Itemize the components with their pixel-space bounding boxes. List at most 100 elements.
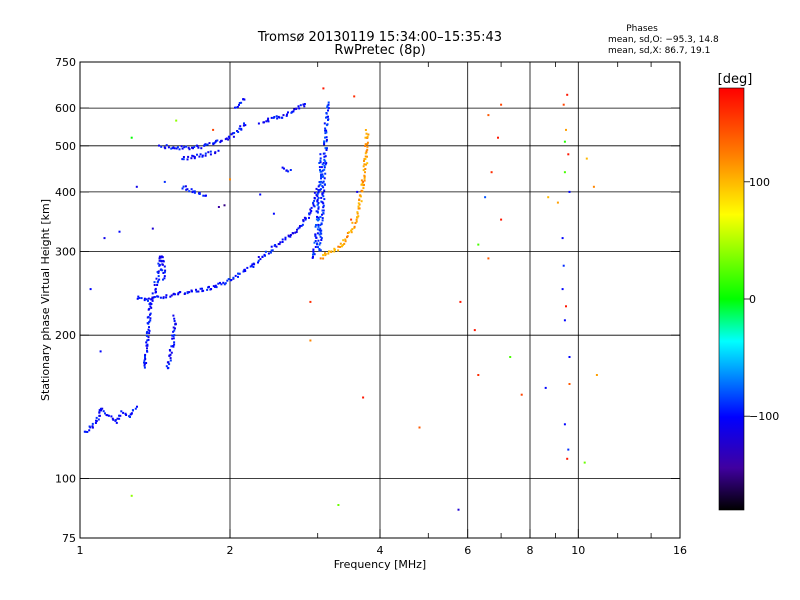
data-point [209,153,212,156]
data-point [353,95,356,98]
data-point [362,165,365,168]
data-point [322,180,325,183]
y-tick-label: 600 [55,102,76,115]
data-point [112,418,115,421]
data-point [343,242,346,245]
data-point [91,425,94,428]
x-tick-label: 4 [377,544,384,557]
data-point [187,146,190,149]
data-point [119,414,122,417]
data-point [192,147,194,150]
data-point [324,136,326,139]
data-point [253,263,256,266]
data-point [348,231,351,234]
data-point [318,233,321,236]
data-point [95,419,97,422]
data-point [315,194,318,196]
data-point [297,227,300,230]
data-point [272,212,275,215]
data-point [322,175,325,178]
data-point [156,271,159,273]
data-point [344,238,347,241]
data-point [327,252,330,255]
stats-heading: Phases [626,24,658,34]
data-point [163,265,166,268]
data-point [202,194,205,197]
data-point [357,215,360,218]
data-point [325,138,328,141]
data-point [316,203,319,206]
data-point [324,147,327,150]
data-point [242,124,245,127]
data-point [351,228,354,231]
data-point [568,383,571,385]
data-point [324,129,326,132]
data-point [283,167,285,170]
x-tick-label: 2 [227,544,234,557]
data-point [197,290,200,293]
data-point [143,359,146,362]
data-point [325,162,328,164]
data-point [566,457,569,460]
colorbar-tick-label: −100 [749,410,779,423]
data-point [323,177,326,180]
chart-header: Tromsø 20130119 15:34:00–15:35:43 RwPret… [257,24,719,58]
y-tick-label: 75 [62,532,76,545]
data-point [144,353,147,356]
data-point [490,171,493,174]
data-point [320,166,323,169]
data-point [321,213,323,216]
data-point [267,117,270,120]
data-point [319,257,322,260]
data-point [320,229,323,232]
data-point [363,163,366,166]
data-point [243,268,246,271]
data-point [313,191,316,194]
data-point [151,297,154,300]
data-point [215,286,218,289]
data-point [363,160,365,162]
data-point [131,409,134,412]
data-point [263,121,265,124]
data-point [172,314,175,317]
data-point [89,288,92,291]
data-point [366,141,369,144]
data-point [364,158,367,160]
data-point [187,155,190,158]
data-point [146,339,149,342]
data-point [151,299,154,302]
data-point [319,153,322,156]
data-point [125,414,128,416]
data-point [231,132,234,135]
data-point [281,238,284,241]
data-point [238,103,240,106]
data-point [366,135,369,138]
data-point [257,261,259,264]
data-point [316,210,319,213]
data-point [164,147,167,150]
data-point [184,185,187,188]
data-point [319,183,322,186]
data-point [223,204,226,207]
data-point [157,280,159,283]
data-point [317,189,320,191]
data-point [327,107,330,110]
data-point [144,355,146,357]
data-point [355,218,358,221]
data-point [259,258,262,261]
data-point [325,131,328,134]
data-point [556,201,559,204]
data-point [240,101,243,104]
data-point [360,189,363,192]
data-point [325,149,328,151]
data-point [169,353,172,356]
data-point [326,104,329,107]
x-tick-label: 1 [77,544,84,557]
data-point [561,237,564,240]
data-point [321,209,324,212]
data-point [246,266,249,269]
data-point [183,146,186,149]
data-point [366,143,369,146]
data-point [321,169,324,172]
data-point [163,277,166,280]
